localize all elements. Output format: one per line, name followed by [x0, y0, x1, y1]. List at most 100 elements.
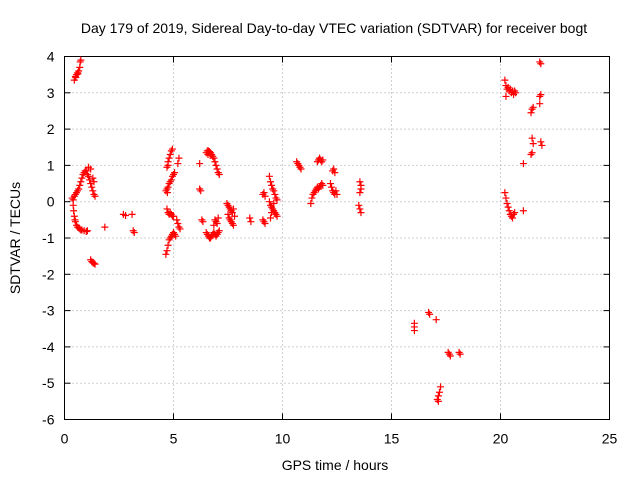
data-point [229, 205, 237, 213]
data-point [83, 227, 91, 235]
x-tick-label: 25 [602, 431, 618, 447]
data-point [528, 149, 536, 157]
x-tick-label: 5 [170, 431, 178, 447]
data-point [536, 92, 544, 100]
data-point [512, 89, 520, 97]
data-point [297, 165, 305, 173]
data-point [231, 212, 239, 220]
data-point [437, 383, 445, 391]
data-point [356, 178, 364, 186]
y-tick-label: -5 [42, 375, 55, 391]
data-point [528, 105, 536, 113]
data-point [76, 181, 84, 189]
data-point [210, 154, 218, 162]
data-point [163, 247, 171, 255]
data-point [91, 260, 99, 268]
data-point [82, 227, 90, 235]
data-point [265, 198, 273, 206]
data-point [529, 103, 537, 111]
data-point [214, 169, 222, 177]
data-point [536, 100, 544, 108]
data-point [519, 160, 527, 168]
data-point [426, 310, 434, 318]
data-point [260, 189, 268, 197]
data-point [271, 190, 279, 198]
y-tick-label: 1 [47, 157, 55, 173]
data-point [78, 174, 86, 182]
data-point [501, 189, 509, 197]
data-point [211, 158, 219, 166]
data-point [170, 212, 177, 220]
data-point [164, 183, 172, 191]
data-point [538, 141, 546, 149]
data-point [328, 183, 336, 191]
y-axis-label: SDTVAR / TECUs [7, 182, 23, 294]
data-point [527, 151, 535, 159]
data-point [246, 214, 254, 222]
data-point [229, 221, 237, 229]
data-point [72, 74, 80, 82]
data-point [267, 178, 275, 186]
data-point [174, 160, 182, 168]
data-point [527, 109, 535, 117]
data-point [130, 229, 138, 237]
data-point [267, 214, 275, 222]
data-point [270, 187, 278, 195]
data-point [164, 161, 172, 169]
y-tick-label: -2 [42, 266, 55, 282]
data-point [91, 192, 99, 200]
data-point [213, 165, 221, 173]
data-point [129, 227, 137, 235]
data-point [308, 194, 316, 202]
data-point [332, 187, 340, 195]
data-point [432, 316, 440, 324]
data-point [425, 308, 433, 316]
data-point [175, 223, 183, 231]
data-point [87, 165, 95, 173]
x-axis-label: GPS time / hours [282, 457, 389, 473]
x-tick-label: 20 [493, 431, 509, 447]
data-point [356, 205, 364, 213]
data-point [198, 216, 206, 224]
data-point [536, 58, 544, 66]
data-point [171, 169, 179, 177]
data-point [505, 207, 513, 215]
data-point [445, 350, 453, 358]
data-point [273, 212, 281, 220]
data-point [76, 58, 84, 66]
data-point [434, 397, 442, 405]
data-point [268, 209, 276, 217]
axis-ticks [64, 56, 610, 420]
data-point [173, 216, 181, 224]
data-point [167, 176, 175, 184]
grid-lines [64, 56, 610, 420]
data-point [435, 388, 443, 396]
data-point [128, 210, 136, 218]
data-point [261, 192, 269, 200]
x-tick-label: 0 [61, 431, 69, 447]
data-point [261, 219, 269, 227]
data-point [456, 350, 464, 358]
y-tick-label: 2 [47, 121, 55, 137]
data-point [70, 212, 78, 220]
data-points [68, 56, 546, 405]
data-point [307, 200, 315, 208]
data-point [331, 169, 339, 177]
data-point [77, 226, 85, 234]
data-point [268, 181, 276, 189]
data-point [529, 140, 537, 148]
data-point [122, 211, 130, 219]
data-point [75, 185, 83, 193]
y-tick-label: -3 [42, 303, 55, 319]
data-point [215, 170, 223, 178]
data-point [165, 154, 173, 162]
data-point [163, 189, 171, 197]
data-point [508, 214, 516, 222]
data-point [537, 138, 545, 146]
data-point [355, 201, 363, 209]
y-tick-label: 3 [47, 85, 55, 101]
data-point [273, 196, 281, 204]
data-point [90, 259, 98, 267]
data-point [196, 185, 204, 193]
data-point [357, 185, 365, 193]
